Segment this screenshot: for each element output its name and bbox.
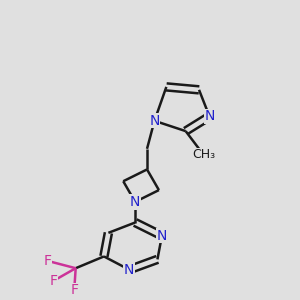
Text: CH₃: CH₃ bbox=[192, 148, 215, 161]
Text: N: N bbox=[204, 110, 214, 123]
Text: N: N bbox=[149, 114, 160, 128]
Text: N: N bbox=[124, 263, 134, 277]
Text: F: F bbox=[50, 274, 57, 288]
Text: N: N bbox=[157, 229, 167, 243]
Text: N: N bbox=[130, 195, 140, 209]
Text: F: F bbox=[44, 254, 52, 268]
Text: F: F bbox=[70, 283, 78, 297]
